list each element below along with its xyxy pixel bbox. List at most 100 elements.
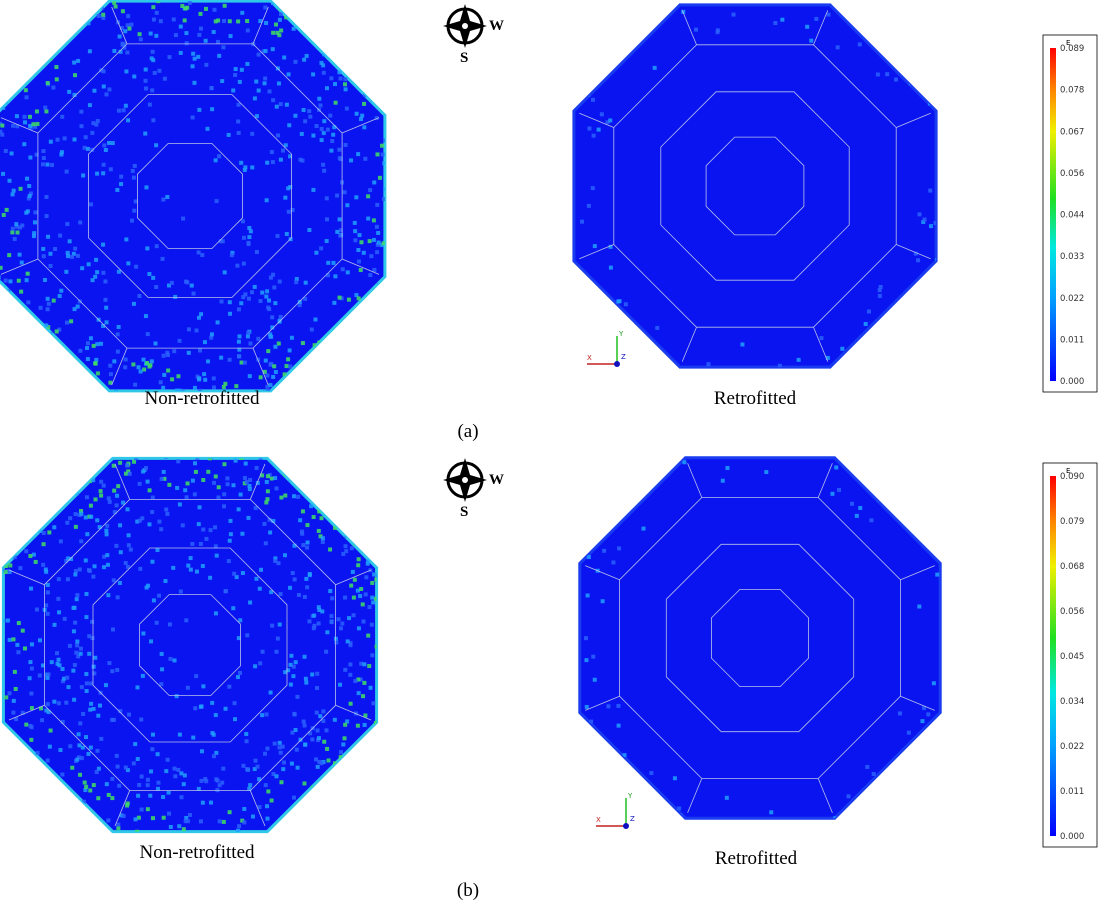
speckle — [29, 738, 33, 742]
speckle — [303, 743, 307, 747]
speckle — [70, 367, 74, 371]
speckle — [16, 777, 20, 781]
speckle — [103, 279, 107, 283]
speckle — [374, 47, 378, 51]
speckle — [78, 349, 82, 353]
speckle — [175, 486, 179, 490]
speckle — [79, 647, 83, 651]
speckle — [253, 96, 257, 100]
speckle — [188, 813, 192, 817]
speckle — [118, 581, 122, 585]
speckle — [271, 160, 275, 164]
speckle — [220, 781, 224, 785]
speckle — [75, 593, 79, 597]
speckle — [316, 474, 320, 478]
speckle — [357, 296, 361, 300]
speckle — [127, 450, 131, 454]
speckle — [18, 360, 22, 364]
speckle — [336, 361, 340, 365]
speckle — [216, 496, 220, 500]
speckle — [144, 466, 148, 470]
speckle — [867, 310, 871, 314]
speckle — [321, 709, 325, 713]
speckle — [370, 471, 374, 475]
figure: WSYXZE0.0890.0780.0670.0560.0440.0330.02… — [0, 0, 1101, 907]
speckle — [878, 294, 882, 298]
speckle — [270, 798, 274, 802]
speckle — [143, 132, 147, 136]
speckle — [298, 158, 302, 162]
speckle — [175, 694, 179, 698]
speckle — [365, 477, 369, 481]
speckle — [384, 340, 388, 344]
speckle — [73, 247, 77, 251]
speckle — [319, 246, 323, 250]
speckle — [237, 334, 241, 338]
speckle — [232, 572, 236, 576]
speckle — [238, 80, 242, 84]
speckle — [939, 123, 943, 127]
speckle — [180, 4, 184, 8]
speckle — [949, 749, 953, 753]
speckle — [167, 55, 171, 59]
speckle — [95, 449, 99, 453]
speckle — [46, 612, 50, 616]
speckle — [269, 335, 273, 339]
speckle — [151, 496, 155, 500]
speckle — [344, 328, 348, 332]
speckle — [368, 321, 372, 325]
speckle — [643, 454, 647, 458]
speckle — [118, 461, 122, 465]
speckle — [593, 678, 597, 682]
speckle — [200, 749, 204, 753]
speckle — [227, 559, 231, 563]
speckle — [353, 238, 357, 242]
speckle — [330, 139, 334, 143]
view-label: Retrofitted — [715, 848, 798, 869]
speckle — [51, 13, 55, 17]
speckle — [44, 815, 48, 819]
speckle — [154, 34, 158, 38]
speckle — [15, 114, 19, 118]
speckle — [589, 486, 593, 490]
speckle — [343, 82, 347, 86]
speckle — [141, 631, 145, 635]
speckle — [25, 354, 29, 358]
speckle — [387, 398, 391, 402]
speckle — [375, 152, 379, 156]
speckle — [387, 535, 391, 539]
speckle — [278, 18, 282, 22]
speckle — [387, 479, 391, 483]
speckle — [193, 706, 197, 710]
speckle — [4, 526, 8, 530]
speckle — [304, 28, 308, 32]
speckle — [237, 103, 241, 107]
speckle — [362, 251, 366, 255]
speckle — [157, 520, 161, 524]
speckle — [725, 466, 729, 470]
speckle — [125, 507, 129, 511]
compass-center — [462, 477, 468, 483]
speckle — [336, 376, 340, 380]
speckle — [271, 31, 275, 35]
speckle — [364, 82, 368, 86]
speckle — [281, 767, 285, 771]
speckle — [388, 272, 392, 276]
speckle — [93, 656, 97, 660]
speckle — [19, 361, 23, 365]
speckle — [375, 250, 379, 254]
speckle — [176, 459, 180, 463]
speckle — [48, 23, 52, 27]
speckle — [258, 299, 262, 303]
speckle — [46, 297, 50, 301]
speckle — [208, 576, 212, 580]
speckle — [132, 74, 136, 78]
speckle — [362, 620, 366, 624]
speckle — [278, 741, 282, 745]
speckle — [269, 690, 273, 694]
speckle — [245, 767, 249, 771]
speckle — [199, 819, 203, 823]
speckle — [348, 845, 352, 849]
speckle — [395, 292, 399, 296]
speckle — [264, 541, 268, 545]
